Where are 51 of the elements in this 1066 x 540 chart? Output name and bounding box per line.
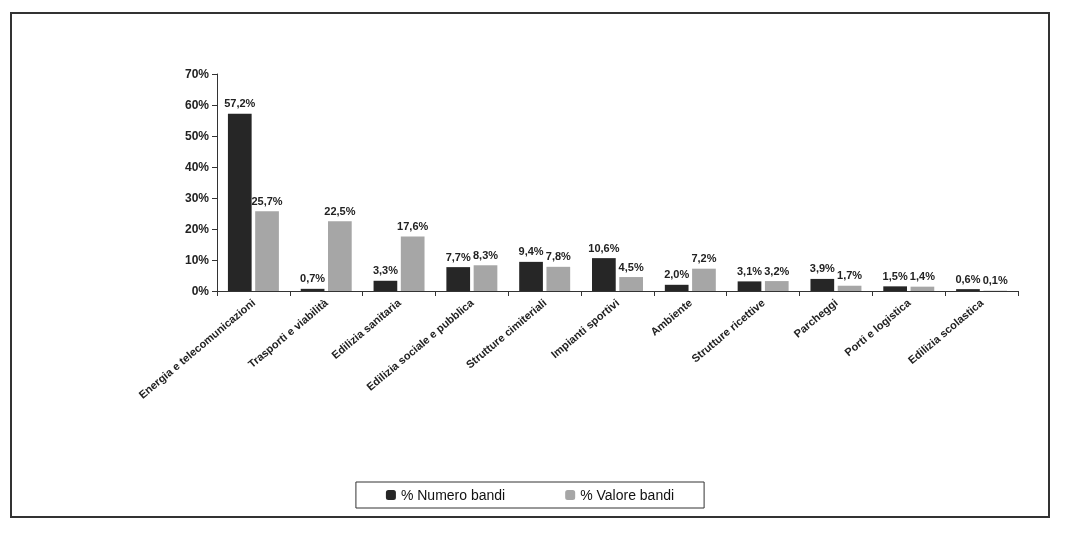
bar: [837, 285, 862, 291]
data-label: 8,3%: [472, 248, 499, 261]
data-label: 25,7%: [251, 194, 283, 207]
bar: [373, 280, 398, 291]
bar: [692, 268, 716, 291]
bar: [546, 266, 571, 291]
bar: [255, 211, 279, 291]
data-label: 3,3%: [372, 264, 399, 277]
bar: [300, 288, 325, 291]
y-tick-label: 30%: [184, 191, 210, 205]
data-label: 0,7%: [300, 272, 326, 285]
bar: [400, 236, 425, 291]
y-tick-label: 40%: [184, 160, 210, 174]
bar: [619, 277, 643, 291]
bar: [810, 278, 835, 291]
data-label: 1,5%: [882, 269, 908, 282]
bar: [473, 265, 498, 291]
data-label: 1,7%: [837, 269, 863, 282]
bar: [519, 261, 543, 291]
data-label: 3,1%: [736, 264, 763, 277]
data-label: 7,8%: [545, 250, 572, 263]
data-label: 7,2%: [691, 252, 717, 265]
bar: [446, 267, 471, 291]
bar: [883, 286, 907, 291]
data-label: 17,6%: [397, 219, 429, 232]
y-tick-label: 50%: [184, 129, 210, 143]
y-tick-label: 10%: [184, 253, 210, 267]
y-tick-label: 0%: [191, 284, 210, 298]
data-label: 57,2%: [224, 97, 256, 110]
bar: [664, 284, 689, 291]
data-label: 2,0%: [664, 268, 690, 281]
data-label: 0,6%: [955, 272, 981, 285]
y-tick-label: 20%: [184, 222, 210, 236]
bar: [227, 113, 252, 291]
data-label: 10,6%: [588, 241, 620, 254]
data-label: 3,2%: [764, 264, 790, 277]
bar: [592, 258, 616, 291]
data-label: 3,9%: [809, 262, 836, 275]
data-label: 4,5%: [618, 260, 644, 273]
legend-label: % Numero bandi: [400, 487, 506, 503]
data-label: 9,4%: [518, 245, 544, 258]
y-tick-label: 60%: [184, 98, 210, 112]
data-label: 7,7%: [445, 250, 471, 263]
legend-label: % Valore bandi: [580, 487, 675, 503]
data-label: 0,1%: [982, 274, 1008, 287]
data-label: 22,5%: [324, 204, 356, 217]
bar: [328, 221, 352, 291]
bar: [764, 281, 789, 291]
data-label: 1,4%: [909, 270, 936, 283]
y-tick-label: 70%: [184, 67, 210, 81]
bar: [737, 281, 762, 291]
